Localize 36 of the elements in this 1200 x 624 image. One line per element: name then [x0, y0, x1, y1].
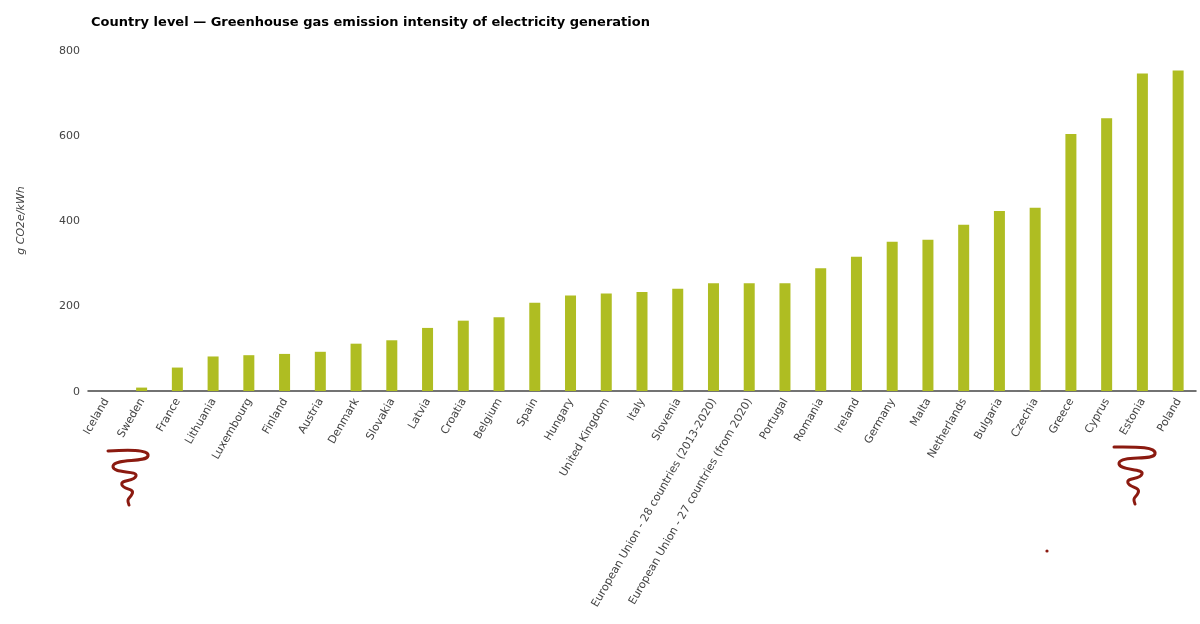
bar	[707, 283, 719, 391]
bar	[1029, 207, 1041, 391]
y-tick-label: 600	[59, 128, 80, 142]
y-tick-label: 800	[59, 43, 80, 57]
bar	[815, 268, 827, 391]
bar	[672, 288, 684, 391]
bar	[1136, 73, 1148, 391]
y-tick-label: 400	[59, 214, 80, 227]
bar	[493, 317, 505, 391]
bar	[1101, 118, 1113, 391]
bar	[243, 355, 255, 391]
bar	[993, 211, 1005, 391]
bar	[565, 295, 577, 391]
y-axis-title: g CO2e/kWh	[14, 186, 27, 255]
bar	[850, 256, 862, 391]
bar	[743, 283, 755, 391]
bar	[171, 367, 183, 391]
chart-title: Country level — Greenhouse gas emission intensity of electricity generation	[91, 14, 650, 29]
bar	[422, 327, 434, 391]
bar	[457, 320, 469, 391]
bar	[886, 241, 898, 391]
y-tick-label: 200	[59, 299, 80, 313]
bar	[529, 302, 541, 391]
bar	[350, 343, 362, 391]
bar	[636, 292, 648, 391]
bar	[1172, 70, 1184, 391]
bar	[314, 351, 326, 391]
bar	[1065, 133, 1077, 391]
bar	[779, 283, 791, 391]
bar	[958, 224, 970, 391]
bar	[207, 356, 219, 391]
bar	[600, 293, 612, 391]
bar	[279, 353, 291, 391]
y-tick-label: 0	[73, 384, 80, 398]
bar	[922, 239, 934, 391]
bar	[386, 340, 398, 391]
